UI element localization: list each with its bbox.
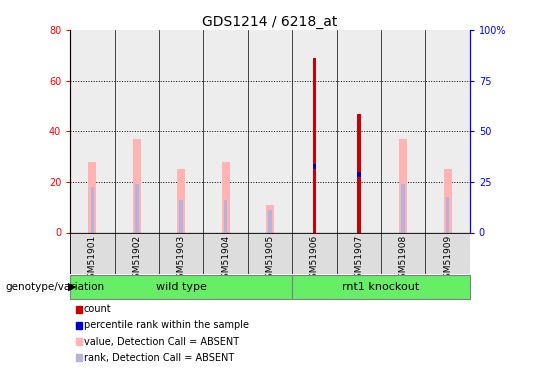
Bar (91, 187, 94, 232)
Text: count: count (84, 304, 111, 314)
Text: genotype/variation: genotype/variation (5, 282, 105, 292)
Text: percentile rank within the sample: percentile rank within the sample (84, 321, 249, 330)
Bar (381, 30, 426, 232)
Text: wild type: wild type (156, 282, 207, 292)
Text: GSM51904: GSM51904 (221, 235, 230, 284)
Bar (177, 169, 185, 232)
Bar (159, 30, 204, 232)
Bar (114, 30, 159, 232)
Bar (221, 162, 229, 232)
Bar (313, 164, 316, 169)
Bar (426, 30, 470, 232)
Bar (179, 200, 183, 232)
Text: GSM51903: GSM51903 (177, 235, 186, 284)
Text: GSM51909: GSM51909 (443, 235, 452, 284)
Bar (399, 139, 407, 232)
Bar (204, 30, 248, 232)
Bar (401, 184, 405, 232)
Bar (89, 162, 97, 232)
Text: GSM51907: GSM51907 (354, 235, 363, 284)
Bar (248, 30, 292, 232)
Text: GSM51908: GSM51908 (399, 235, 408, 284)
Text: ▶: ▶ (68, 282, 76, 292)
Bar (133, 139, 141, 232)
Bar (266, 205, 274, 232)
Text: rnt1 knockout: rnt1 knockout (342, 282, 420, 292)
Text: GSM51906: GSM51906 (310, 235, 319, 284)
Bar (443, 169, 451, 232)
Bar (268, 210, 272, 232)
Bar (357, 114, 361, 232)
Bar (135, 184, 139, 232)
Bar (336, 30, 381, 232)
Text: rank, Detection Call = ABSENT: rank, Detection Call = ABSENT (84, 353, 234, 363)
Bar (224, 200, 227, 232)
Text: GSM51902: GSM51902 (132, 235, 141, 284)
Text: value, Detection Call = ABSENT: value, Detection Call = ABSENT (84, 337, 239, 346)
Bar (70, 30, 114, 232)
FancyBboxPatch shape (292, 275, 470, 298)
Bar (313, 58, 316, 232)
FancyBboxPatch shape (70, 275, 292, 298)
Bar (357, 172, 361, 177)
Bar (292, 30, 336, 232)
Title: GDS1214 / 6218_at: GDS1214 / 6218_at (202, 15, 338, 29)
Text: GSM51901: GSM51901 (88, 235, 97, 284)
Bar (446, 197, 449, 232)
Text: GSM51905: GSM51905 (266, 235, 274, 284)
